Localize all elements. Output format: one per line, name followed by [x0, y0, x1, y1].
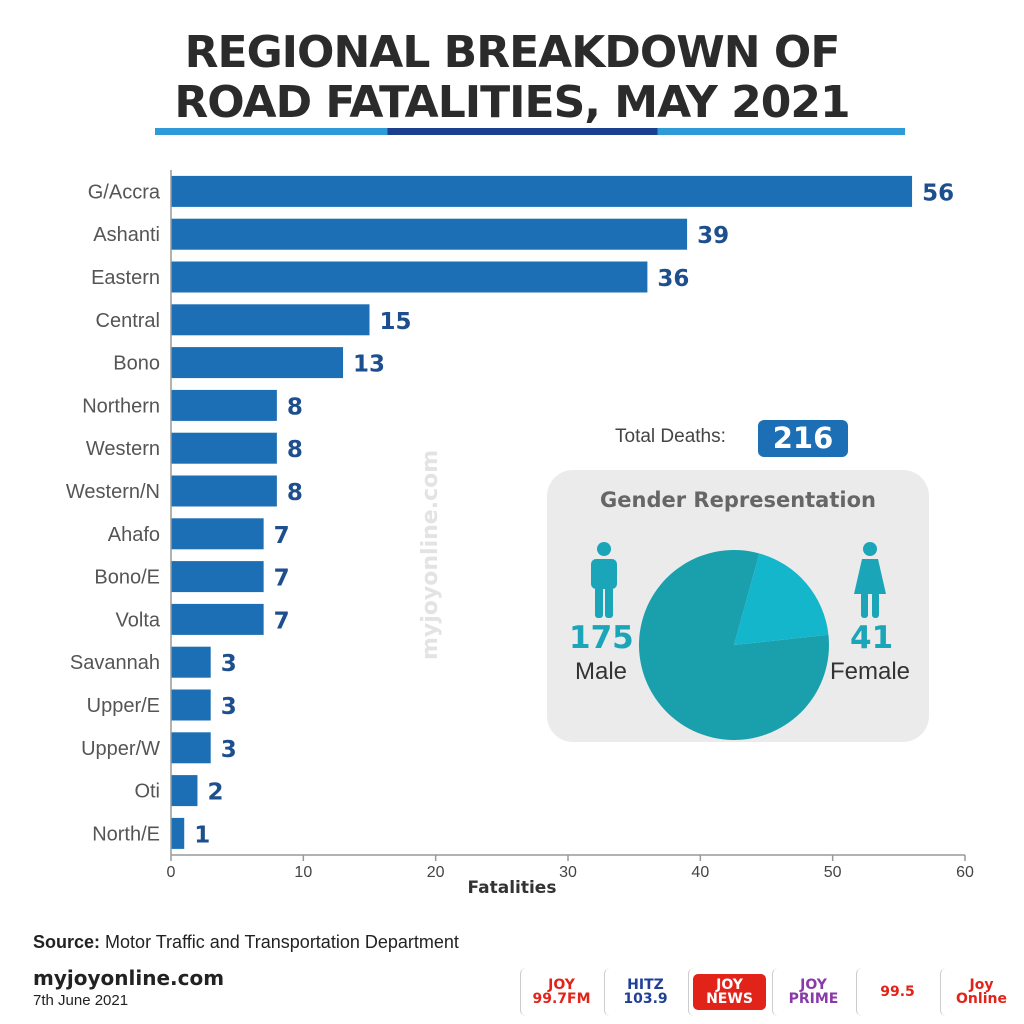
value-label: 3 — [221, 694, 237, 720]
bar-ashanti — [171, 218, 688, 250]
category-label: Ahafo — [108, 524, 160, 546]
category-label: Central — [96, 310, 160, 332]
category-label: Eastern — [91, 267, 160, 289]
category-label: Ashanti — [93, 224, 160, 246]
category-label: Savannah — [70, 652, 160, 674]
bar-oti — [171, 775, 198, 807]
female-count: 41 — [850, 620, 894, 656]
partner-logos: JOY 99.7FM HITZ 103.9 JOY NEWS JOY PRIME 99.… — [520, 968, 1018, 1016]
category-label: Bono — [113, 353, 160, 375]
value-label: 7 — [274, 523, 290, 549]
joy-news-logo: JOY NEWS — [688, 968, 766, 1016]
bar-northern — [171, 389, 277, 421]
x-axis-label: Fatalities — [468, 878, 557, 898]
title-line-1: REGIONAL BREAKDOWN OF — [184, 27, 841, 78]
female-label: Female — [830, 658, 911, 685]
source-note: Source: Motor Traffic and Transportation… — [33, 932, 459, 953]
gender-pie-chart — [639, 550, 829, 740]
value-label: 7 — [274, 566, 290, 592]
bar-western — [171, 432, 277, 464]
hitz-1039-logo: HITZ 103.9 — [604, 968, 682, 1016]
bar-g-accra — [171, 175, 913, 207]
bar-bono-e — [171, 561, 264, 593]
category-label: North/E — [92, 823, 160, 845]
bar-north-e — [171, 817, 185, 849]
total-deaths-badge: 216 — [758, 420, 848, 457]
bar-bono — [171, 347, 344, 379]
male-label: Male — [575, 658, 628, 685]
category-label: Western — [86, 438, 160, 460]
x-tick-label: 60 — [956, 864, 974, 881]
bar-western-n — [171, 475, 277, 507]
source-text: Motor Traffic and Transportation Departm… — [105, 932, 459, 952]
source-label: Source: — [33, 932, 101, 952]
value-label: 1 — [194, 822, 210, 848]
gender-representation-card: Gender Representation 175 Male 41 Female — [547, 470, 929, 742]
joy-online-logo: Joy Online — [940, 968, 1018, 1016]
gender-title: Gender Representation — [600, 488, 876, 512]
category-label: Upper/E — [87, 695, 160, 717]
category-label: G/Accra — [88, 181, 161, 203]
category-label: Volta — [116, 609, 161, 631]
value-label: 39 — [697, 223, 729, 249]
value-label: 7 — [274, 608, 290, 634]
category-label: Bono/E — [94, 567, 160, 589]
x-tick-label: 0 — [167, 864, 176, 881]
category-label: Western/N — [66, 481, 160, 503]
joy-997-fm-logo: JOY 99.7FM — [520, 968, 598, 1016]
pie-slice-female — [734, 553, 829, 645]
value-label: 56 — [922, 180, 954, 206]
value-label: 8 — [287, 437, 303, 463]
bar-volta — [171, 603, 264, 635]
bar-savannah — [171, 646, 211, 678]
x-tick-label: 10 — [294, 864, 312, 881]
x-tick-label: 50 — [824, 864, 842, 881]
value-label: 2 — [207, 780, 223, 806]
bar-eastern — [171, 261, 648, 293]
category-label: Upper/W — [81, 738, 160, 760]
male-count: 175 — [569, 620, 634, 656]
publish-date: 7th June 2021 — [33, 992, 129, 1009]
footer — [0, 962, 1024, 1024]
title-underline — [155, 128, 905, 135]
category-label: Oti — [134, 781, 160, 803]
female-icon — [854, 542, 886, 618]
chart-title: REGIONAL BREAKDOWN OF ROAD FATALITIES, M… — [0, 28, 1024, 128]
value-label: 13 — [353, 352, 385, 378]
bar-upper-w — [171, 732, 211, 764]
x-tick-label: 40 — [691, 864, 709, 881]
bar-upper-e — [171, 689, 211, 721]
x-tick-label: 20 — [427, 864, 445, 881]
value-label: 8 — [287, 480, 303, 506]
x-tick-label: 30 — [559, 864, 577, 881]
bar-central — [171, 304, 370, 336]
site-name: myjoyonline.com — [33, 966, 225, 990]
adom-fm-logo: 99.5 — [856, 968, 934, 1016]
category-label: Northern — [82, 395, 160, 417]
value-label: 8 — [287, 394, 303, 420]
value-label: 36 — [657, 266, 689, 292]
total-deaths-label: Total Deaths: — [615, 426, 726, 447]
male-icon — [591, 542, 617, 618]
joy-prime-logo: JOY PRIME — [772, 968, 850, 1016]
title-line-2: ROAD FATALITIES, MAY 2021 — [174, 77, 850, 128]
value-label: 15 — [380, 309, 412, 335]
value-label: 3 — [221, 737, 237, 763]
value-label: 3 — [221, 651, 237, 677]
bar-ahafo — [171, 518, 264, 550]
